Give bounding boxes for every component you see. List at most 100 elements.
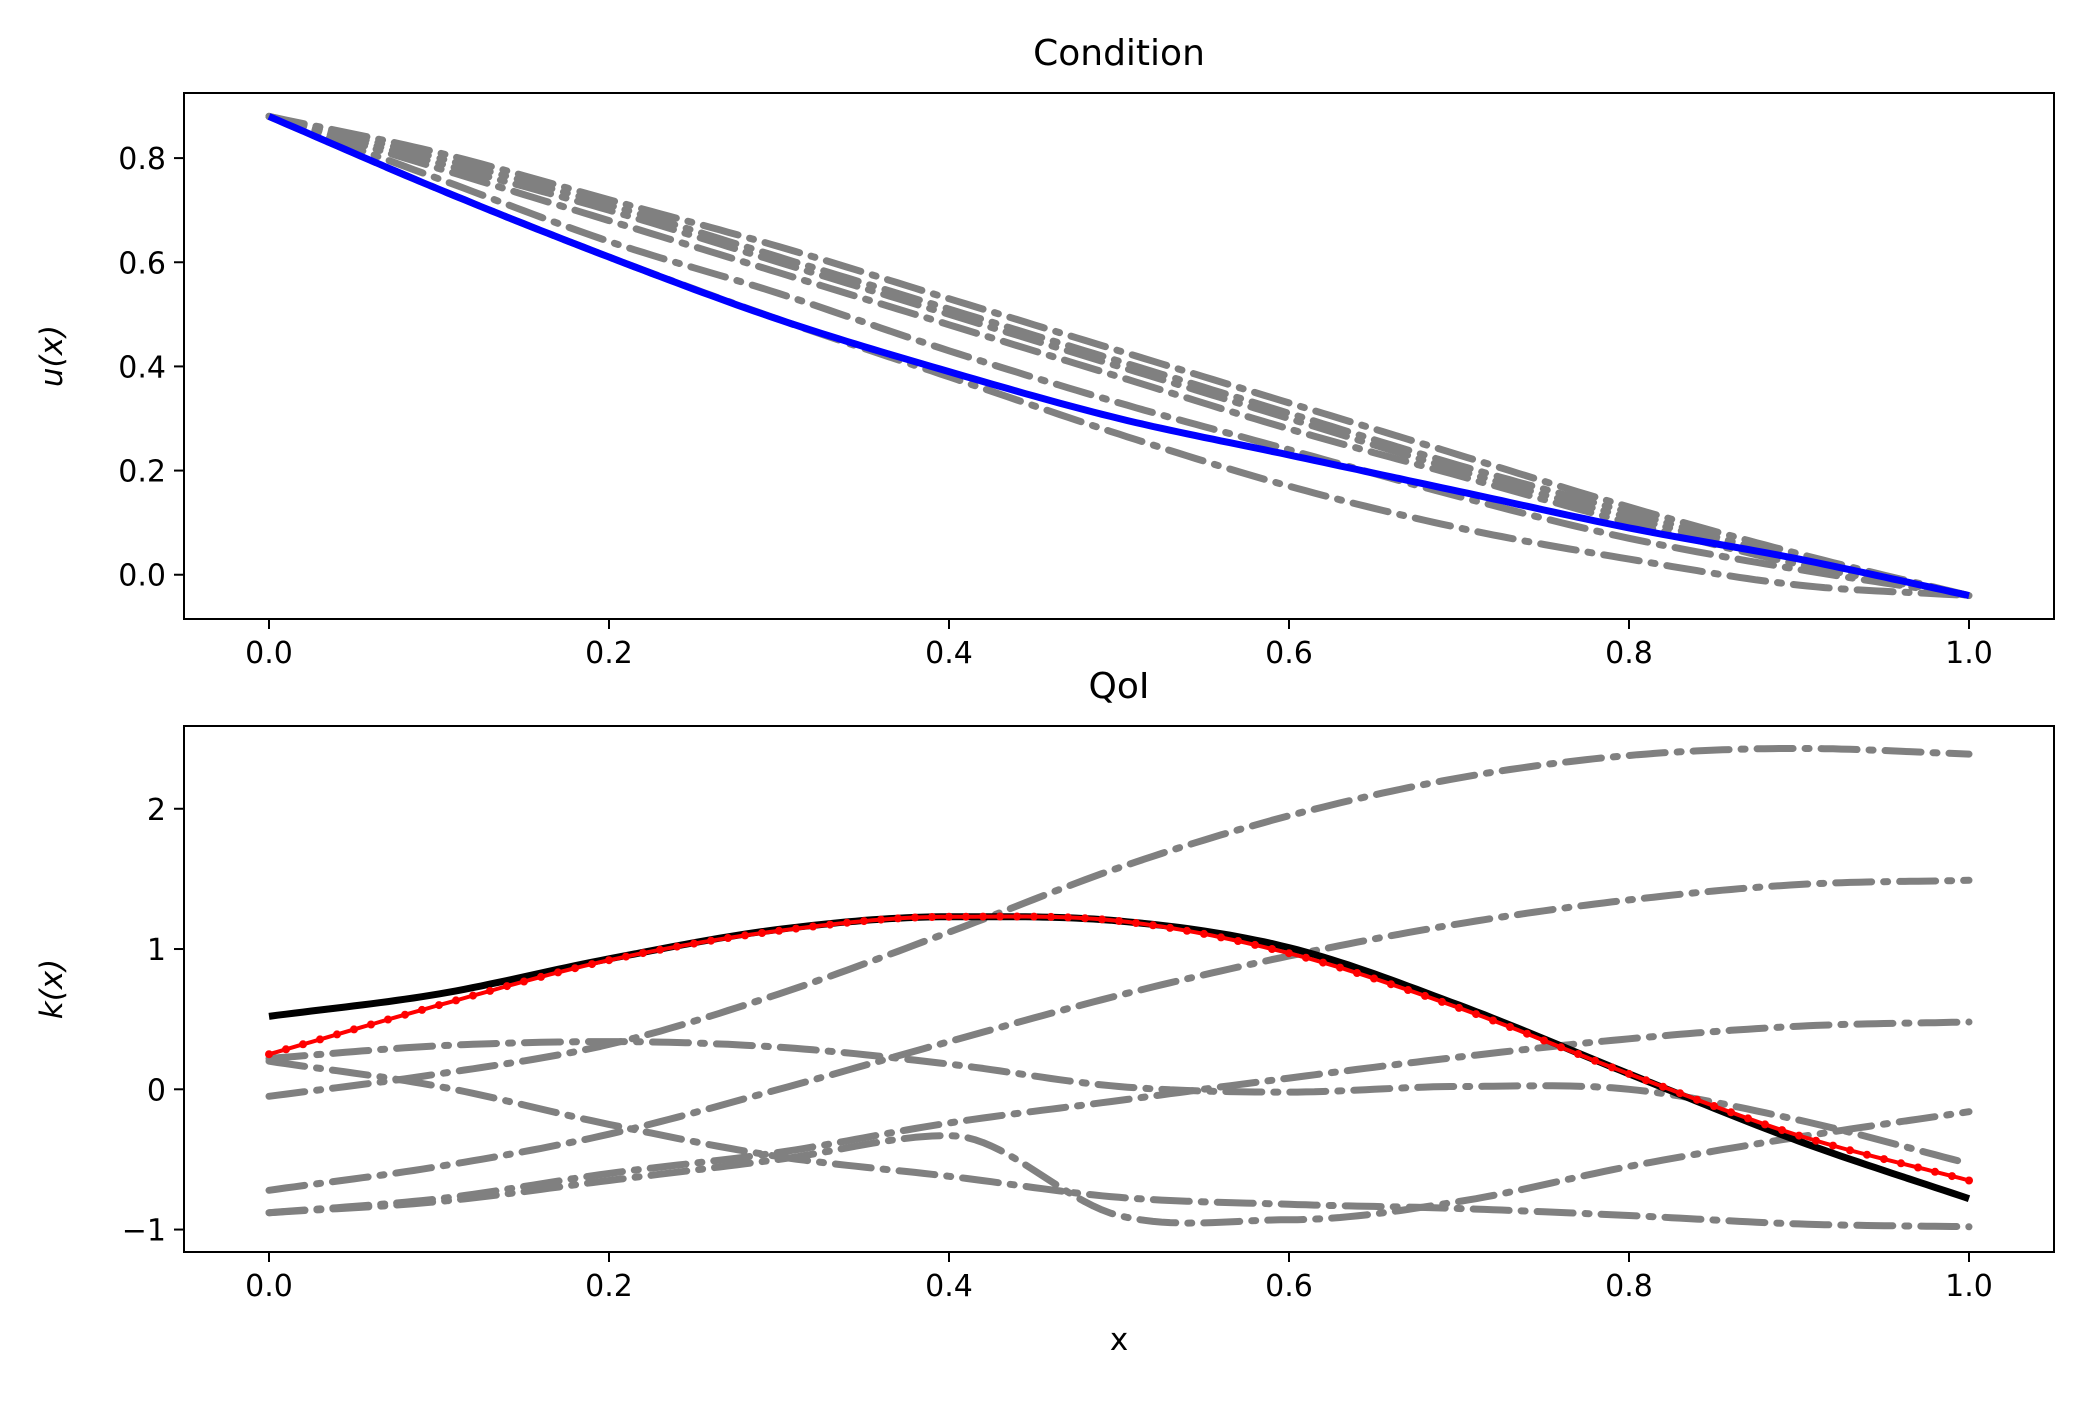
qoi-series-7-point	[554, 968, 562, 977]
qoi-series-7-point	[673, 942, 681, 951]
qoi-series-7-point	[1489, 1016, 1497, 1025]
qoi-series-7-point	[979, 912, 987, 921]
qoi-series-3-line	[265, 1057, 1973, 1231]
qoi-title: QoI	[1089, 666, 1150, 707]
qoi-series-7-point	[894, 914, 902, 923]
qoi-series-7-point	[265, 1050, 273, 1059]
qoi-series-7-point	[299, 1040, 307, 1049]
qoi-x-tick-label: 0.8	[1605, 1269, 1653, 1304]
qoi-series-7-point	[1268, 945, 1276, 953]
qoi-series-4-line	[265, 1018, 1973, 1217]
qoi-series-7-point	[1285, 949, 1293, 958]
qoi-series-7-point	[1676, 1089, 1684, 1098]
qoi-series-7-point	[1166, 923, 1174, 932]
qoi-series-7-point	[1557, 1043, 1565, 1052]
condition-x-tick-label: 0.2	[585, 636, 633, 671]
qoi-series-7-point	[1472, 1010, 1480, 1019]
qoi-series-7-point	[775, 926, 783, 935]
qoi-series-7-point	[1030, 912, 1038, 921]
qoi-series-7-markers	[265, 912, 1973, 1185]
qoi-series-7-point	[1081, 914, 1089, 923]
condition-y-axis-label: u(x)	[34, 325, 70, 387]
qoi-series-7-point	[1302, 953, 1310, 962]
qoi-series-7-point	[1387, 980, 1395, 989]
qoi-series-7-point	[1863, 1150, 1871, 1159]
qoi-series-7-point	[1931, 1167, 1939, 1176]
qoi-series-7-point	[1319, 958, 1327, 967]
qoi-y-tick-label: 1	[147, 933, 166, 968]
qoi-series-7-point	[945, 912, 953, 921]
qoi-x-tick-label: 0.4	[925, 1269, 973, 1304]
qoi-series-7-point	[877, 915, 885, 924]
qoi-y-tick-label: 0	[147, 1073, 166, 1108]
qoi-series-7-point	[826, 920, 834, 929]
qoi-series-7-point	[860, 917, 868, 926]
qoi-x-axis-label: x	[1110, 1322, 1128, 1358]
qoi-panel: 0.0 0.2 0.4 0.6 0.8 1.0 −1 0 1 2 QoI k(x) x	[34, 666, 2055, 1358]
qoi-series-7-point	[401, 1010, 409, 1019]
qoi-series-7-point	[605, 956, 613, 965]
qoi-series-7-point	[1064, 913, 1072, 922]
condition-axes-frame	[183, 92, 2055, 620]
qoi-series-7-point	[1217, 933, 1225, 942]
qoi-series-7-point	[1846, 1146, 1854, 1155]
qoi-series-7-point	[503, 982, 511, 991]
condition-x-tick-label: 0.4	[925, 636, 973, 671]
qoi-series-5-line	[265, 1108, 1973, 1227]
qoi-series-7-point	[639, 949, 647, 958]
qoi-series-7-point	[1523, 1029, 1531, 1038]
qoi-series-7-point	[1149, 921, 1157, 930]
qoi-series-7-point	[962, 912, 970, 921]
qoi-series-7-point	[588, 960, 596, 969]
qoi-series-7-point	[1115, 917, 1123, 925]
qoi-series-7-point	[690, 939, 698, 948]
qoi-series-7-point	[1761, 1120, 1769, 1129]
qoi-series-7-point	[350, 1025, 358, 1034]
qoi-series-7-point	[1370, 974, 1378, 983]
qoi-series	[265, 744, 1973, 1231]
condition-y-tick-label: 0.8	[118, 142, 166, 177]
qoi-series-7-point	[1642, 1076, 1650, 1085]
qoi-series-7-point	[1727, 1108, 1735, 1117]
qoi-series-7-point	[1047, 912, 1055, 921]
qoi-series-7-point	[1404, 986, 1412, 994]
qoi-x-tick-label: 0.2	[585, 1269, 633, 1304]
qoi-series-7-point	[1795, 1131, 1803, 1140]
qoi-series-7-point	[435, 1001, 443, 1010]
qoi-series-7-point	[1336, 963, 1344, 972]
condition-series-0-line	[265, 112, 1973, 600]
qoi-series-7-point	[418, 1005, 426, 1014]
qoi-series-7-point	[1693, 1095, 1701, 1104]
qoi-series-7-point	[1455, 1003, 1463, 1012]
qoi-x-tick-label: 1.0	[1945, 1269, 1993, 1304]
qoi-series-7-point	[537, 972, 545, 981]
qoi-series-1-line	[265, 876, 1973, 1194]
qoi-series-7-point	[469, 991, 477, 1000]
qoi-series-7-point	[1574, 1050, 1582, 1058]
condition-series-4-line	[265, 112, 1973, 600]
qoi-series-7-point	[282, 1045, 290, 1054]
qoi-series-0-line	[265, 744, 1973, 1100]
condition-series-6-line	[267, 113, 1970, 600]
qoi-series-7-point	[452, 996, 460, 1005]
qoi-series-7-point	[741, 931, 749, 940]
qoi-series-7-point	[928, 913, 936, 921]
qoi-series-7-point	[1506, 1023, 1514, 1031]
qoi-series-7-point	[622, 952, 630, 961]
qoi-y-tick-label: 2	[147, 793, 166, 828]
qoi-series-7-point	[809, 922, 817, 931]
qoi-series-7-point	[1591, 1056, 1599, 1065]
condition-series-2-line	[265, 112, 1973, 600]
qoi-series-7-point	[1710, 1102, 1718, 1110]
condition-y-tick-label: 0.0	[118, 559, 166, 594]
condition-x-tick-label: 0.6	[1265, 636, 1313, 671]
qoi-series-7-point	[1200, 929, 1208, 938]
qoi-series-7-point	[724, 934, 732, 942]
condition-y-tick-label: 0.6	[118, 246, 166, 281]
qoi-series-7-point	[1353, 969, 1361, 977]
condition-y-tick-label: 0.4	[118, 350, 166, 385]
qoi-series-7-point	[1098, 915, 1106, 924]
qoi-series-7-point	[758, 929, 766, 937]
qoi-series-7-point	[1183, 926, 1191, 935]
